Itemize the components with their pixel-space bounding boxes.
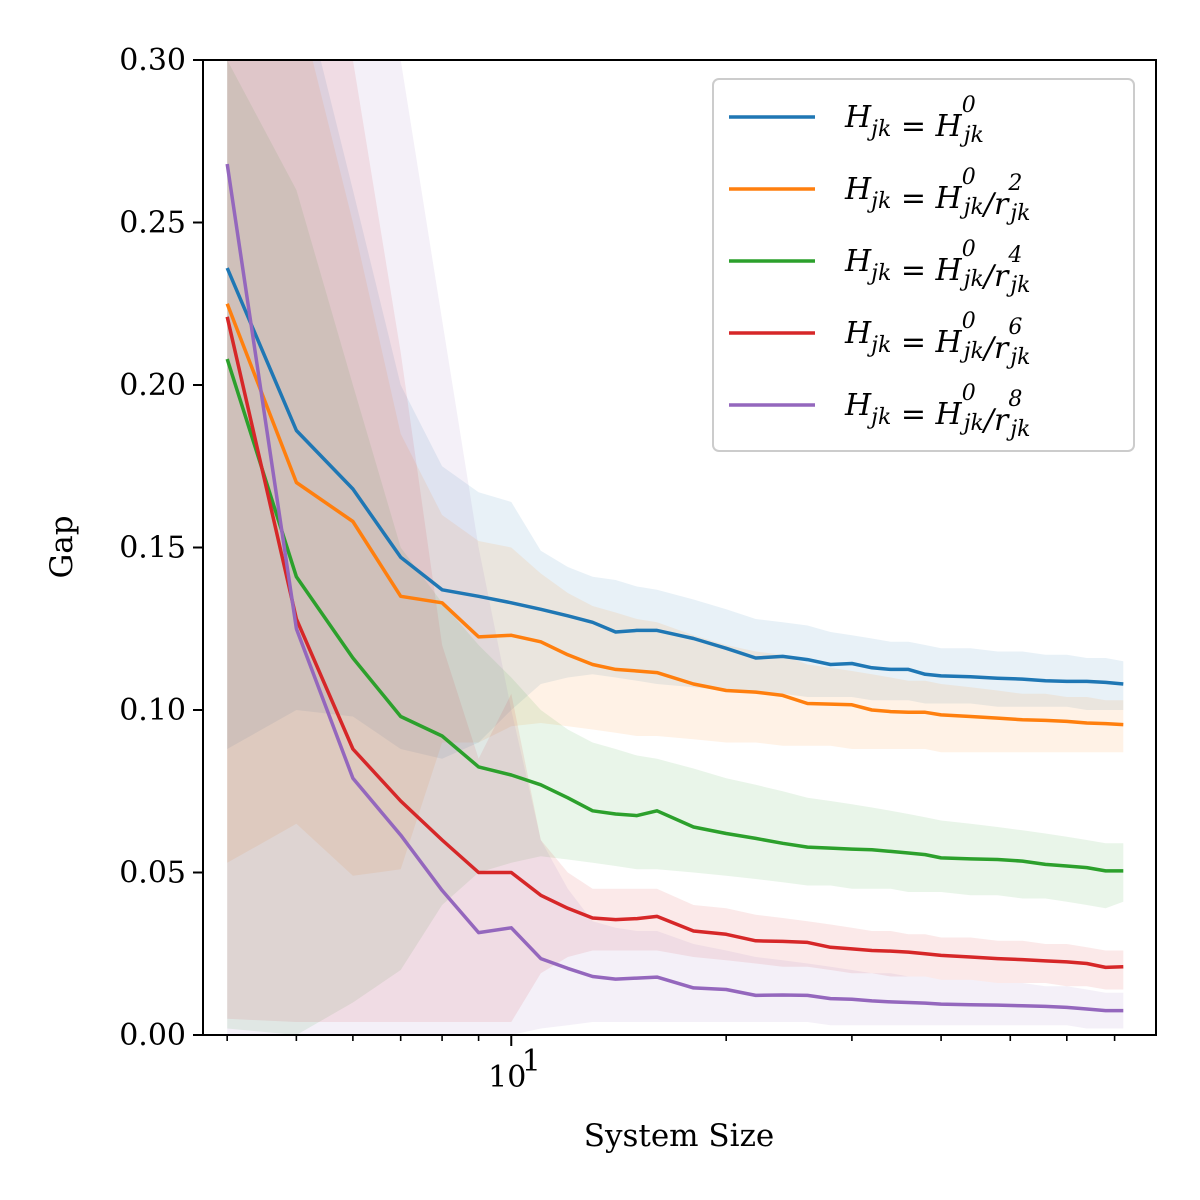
legend-label-5: Hjk = H0 jk/r8 jk xyxy=(844,381,1030,442)
y-axis: 0.00 0.05 0.10 0.15 0.20 0.25 0.30 xyxy=(119,43,203,1053)
confidence-bands xyxy=(227,60,1124,1035)
legend-label-4: Hjk = H0 jk/r6 jk xyxy=(844,309,1030,370)
x-axis-label: System Size xyxy=(584,1118,775,1154)
line-series-2 xyxy=(225,303,1124,727)
x-tick-label: 10 xyxy=(488,1060,526,1095)
y-tick-label: 0.20 xyxy=(119,368,186,403)
legend-label-1: Hjk = H0 jk xyxy=(844,93,984,148)
y-tick-label: 0.25 xyxy=(119,206,186,241)
band-series-1 xyxy=(227,60,1124,759)
series-lines xyxy=(225,163,1124,1013)
legend-label-3: Hjk = H0 jk/r4 jk xyxy=(844,237,1030,298)
x-axis: 101 xyxy=(226,1035,1116,1095)
y-tick-label: 0.15 xyxy=(119,531,186,566)
y-tick-label: 0.10 xyxy=(119,693,186,728)
y-tick-label: 0.05 xyxy=(119,856,186,891)
y-axis-label: Gap xyxy=(44,515,80,578)
line-series-3 xyxy=(225,358,1124,873)
x-tick-label-exponent: 1 xyxy=(522,1044,541,1079)
legend-box xyxy=(712,78,1135,452)
y-tick-label: 0.00 xyxy=(119,1018,186,1053)
y-tick-label: 0.30 xyxy=(119,43,186,78)
band-series-3 xyxy=(227,60,1124,1035)
band-series-5 xyxy=(227,60,1124,1035)
legend: Hjk = H0 jk Hjk = H0 jk/r2 jk Hjk = H0 jk/r4 jk… xyxy=(712,78,1135,452)
legend-label-2: Hjk = H0 jk/r2 jk xyxy=(844,165,1030,226)
band-series-2 xyxy=(227,60,1124,876)
line-series-5 xyxy=(225,163,1124,1013)
line-series-1 xyxy=(225,267,1124,686)
band-series-4 xyxy=(227,60,1124,1022)
line-series-4 xyxy=(225,316,1124,970)
